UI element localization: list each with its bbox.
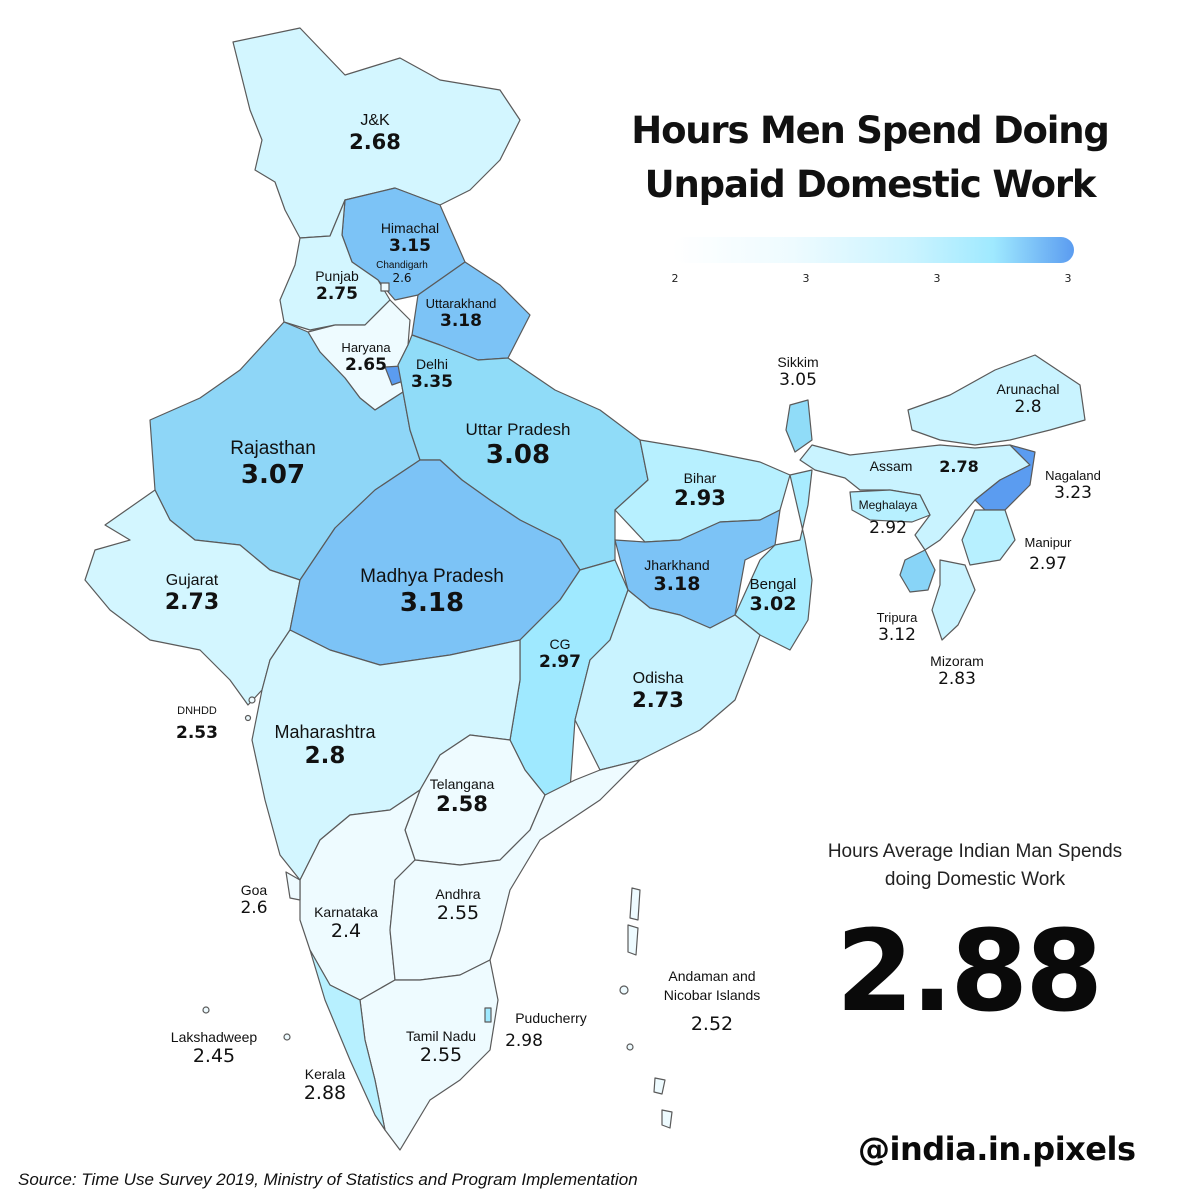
label-sikkim: Sikkim 3.05: [777, 354, 819, 390]
label-jk: J&K 2.68: [349, 112, 401, 154]
label-andhra: Andhra 2.55: [435, 886, 481, 924]
label-mizoram: Mizoram 2.83: [930, 653, 984, 689]
region-meghalaya: [849, 489, 931, 523]
label-himachal: Himachal 3.15: [380, 220, 440, 256]
region-dnhdd: [244, 696, 256, 722]
legend-tick-label: 2: [671, 272, 679, 285]
label-telangana: Telangana 2.58: [429, 776, 495, 816]
label-assam: Assam: [869, 458, 913, 474]
label-bengal: Bengal 3.02: [749, 576, 797, 615]
label-dnhdd: DNHDD 2.53: [176, 705, 218, 743]
region-tripura: [899, 549, 936, 593]
average-value: 2.88: [835, 907, 1103, 1037]
label-uttar-pradesh: Uttar Pradesh 3.08: [465, 420, 571, 470]
label-kerala: Kerala 2.88: [303, 1066, 347, 1104]
social-handle: @india.in.pixels: [858, 1130, 1136, 1168]
label-tamil-nadu: Tamil Nadu 2.55: [405, 1028, 477, 1066]
label-cg: CG 2.97: [539, 636, 581, 672]
label-bihar: Bihar 2.93: [674, 470, 726, 510]
legend-tick-label: 3: [802, 272, 810, 285]
region-mizoram: [931, 559, 976, 641]
legend-tick-label: 3: [1064, 272, 1072, 285]
title-line-1: Hours Men Spend Doing: [631, 109, 1110, 152]
label-goa: Goa 2.6: [240, 882, 268, 918]
legend-tick-label: 3: [933, 272, 941, 285]
label-puducherry-value: 2.98: [505, 1031, 543, 1051]
label-haryana: Haryana 2.65: [341, 340, 391, 375]
region-assam: [799, 444, 1031, 551]
label-karnataka: Karnataka 2.4: [314, 904, 378, 942]
label-punjab: Punjab 2.75: [315, 268, 359, 304]
title-line-2: Unpaid Domestic Work: [644, 163, 1097, 206]
label-lakshadweep: Lakshadweep 2.45: [170, 1029, 258, 1067]
label-uttarakhand: Uttarakhand 3.18: [425, 296, 497, 331]
label-delhi: Delhi 3.35: [411, 356, 453, 392]
region-gujarat: [84, 489, 301, 706]
label-tripura: Tripura 3.12: [876, 610, 918, 645]
average-label: Hours Average Indian Man Spends doing Do…: [827, 841, 1123, 890]
label-puducherry: Puducherry: [515, 1010, 587, 1026]
label-manipur: Manipur 2.97: [1024, 535, 1072, 574]
region-sikkim: [785, 399, 813, 453]
region-goa: [285, 871, 301, 901]
label-andaman: Andaman and Nicobar Islands 2.52: [663, 968, 761, 1035]
region-puducherry: [484, 1007, 492, 1023]
region-odisha: [574, 589, 761, 771]
page-title: Hours Men Spend Doing Unpaid Domestic Wo…: [590, 104, 1150, 212]
label-assam-value: 2.78: [939, 457, 979, 476]
region-manipur: [961, 509, 1016, 566]
source-note: Source: Time Use Survey 2019, Ministry o…: [18, 1170, 638, 1189]
label-maharashtra: Maharashtra 2.8: [274, 722, 376, 769]
region-arunachal: [907, 354, 1086, 446]
label-nagaland: Nagaland 3.23: [1045, 468, 1101, 503]
label-madhya-pradesh: Madhya Pradesh 3.18: [360, 566, 504, 618]
region-kerala: [309, 949, 386, 1131]
region-lakshadweep: [202, 1006, 291, 1041]
label-chandigarh: Chandigarh 2.6: [376, 260, 428, 285]
label-arunachal: Arunachal 2.8: [996, 381, 1060, 417]
label-rajasthan: Rajasthan 3.07: [230, 438, 316, 490]
legend-color-bar: [672, 237, 1074, 263]
label-odisha: Odisha 2.73: [632, 670, 684, 712]
label-meghalaya: Meghalaya 2.92: [858, 498, 918, 538]
region-andaman: [619, 887, 673, 1129]
label-jharkhand: Jharkhand 3.18: [644, 557, 710, 595]
region-chandigarh: [380, 282, 390, 292]
label-gujarat: Gujarat 2.73: [164, 572, 220, 615]
